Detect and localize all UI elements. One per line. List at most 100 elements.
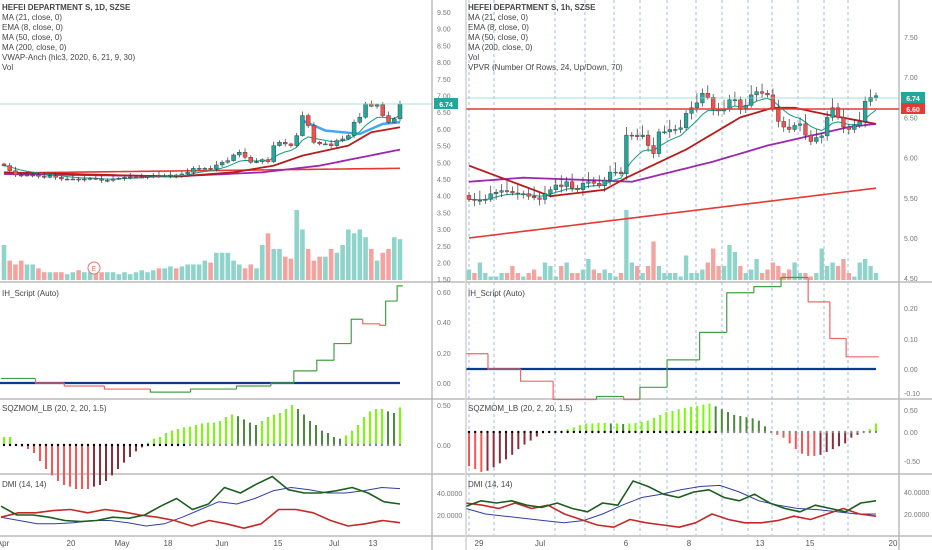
right-ih-tick: 0.00 <box>904 367 918 374</box>
left-squeeze-dot <box>74 443 78 447</box>
right-dmi-tick: 40.0000 <box>904 490 929 497</box>
left-squeeze-dot <box>86 443 90 447</box>
right-squeeze-dot <box>510 430 514 434</box>
left-candle <box>208 168 213 170</box>
right-legend-item: MA (50, close, 0) <box>468 33 528 42</box>
left-candle <box>105 180 110 182</box>
left-squeeze-dot <box>98 443 102 447</box>
left-volume-bar <box>214 252 219 280</box>
right-ih-step <box>726 292 754 333</box>
right-volume-bar <box>787 269 792 280</box>
left-candle <box>145 176 150 178</box>
earnings-marker-icon[interactable] <box>87 261 101 275</box>
right-candle <box>683 113 689 129</box>
left-candle <box>288 143 294 146</box>
right-candle <box>754 91 759 96</box>
left-candle <box>133 176 139 179</box>
left-candle <box>122 177 127 179</box>
right-candle <box>575 187 580 190</box>
left-last-price-label: 6.74 <box>439 102 453 109</box>
left-squeeze-dot <box>284 443 288 447</box>
left-candle <box>300 115 305 136</box>
left-squeeze-dot <box>92 443 96 447</box>
left-volume-bar <box>265 233 271 280</box>
right-sqz-tick: 0.50 <box>904 408 918 415</box>
left-ih-step <box>333 342 352 361</box>
right-volume-bar <box>640 273 645 280</box>
left-candle <box>294 135 299 146</box>
right-candle <box>678 127 683 130</box>
right-price-tick: 6.50 <box>904 115 918 122</box>
left-candle <box>380 104 385 116</box>
left-price-tick: 8.50 <box>437 43 451 50</box>
right-volume-bar <box>830 262 835 280</box>
left-candle <box>53 175 58 178</box>
right-volume-bar <box>673 273 678 280</box>
right-candle <box>542 193 548 200</box>
left-date-label: Jun <box>216 539 229 548</box>
right-squeeze-dot <box>794 430 798 434</box>
right-candle <box>559 184 564 187</box>
right-squeeze-dot <box>843 430 847 434</box>
left-volume-bar <box>41 272 47 280</box>
earnings-marker-label: E <box>92 266 97 273</box>
right-squeeze-dot <box>763 430 767 434</box>
left-volume-bar <box>254 268 259 280</box>
right-date-label: 13 <box>756 539 765 548</box>
right-last-price-label: 6.74 <box>906 96 920 103</box>
right-volume-bar <box>711 248 716 280</box>
right-candle <box>591 181 596 184</box>
right-squeeze-dot <box>782 430 785 434</box>
right-candle <box>499 190 504 193</box>
left-ih-step <box>270 382 294 387</box>
left-squeeze-dot <box>356 443 360 447</box>
right-squeeze-dot <box>776 430 779 434</box>
right-candle <box>749 94 754 106</box>
right-squeeze-dot <box>486 430 489 434</box>
right-ih-step <box>829 301 847 340</box>
right-volume-bar <box>493 276 499 280</box>
left-squeeze-dot <box>38 443 42 447</box>
right-legend-item: MA (21, close, 0) <box>468 13 528 22</box>
left-price-tick: 2.50 <box>437 244 451 251</box>
left-volume-bar <box>351 233 357 280</box>
left-squeeze-dot <box>398 443 402 447</box>
left-ih-step <box>316 359 334 371</box>
right-ih-step <box>639 386 668 400</box>
left-squeeze-dot <box>272 443 276 447</box>
left-candle <box>392 118 397 123</box>
left-candle <box>277 142 282 146</box>
right-volume-bar <box>477 262 483 280</box>
left-candle <box>179 173 185 177</box>
left-squeeze-dot <box>224 443 228 447</box>
right-candle <box>732 99 738 101</box>
left-dmi-minus-line <box>0 508 401 530</box>
left-volume-bar <box>59 272 64 280</box>
left-candle <box>305 115 311 126</box>
left-volume-bar <box>225 252 231 280</box>
right-candle <box>553 184 558 190</box>
right-candle <box>472 199 477 201</box>
left-candle <box>202 168 208 170</box>
left-squeeze-dot <box>242 443 246 447</box>
left-squeeze-dot <box>302 443 306 447</box>
right-volume-bar <box>553 276 558 280</box>
left-volume-bar <box>357 229 363 280</box>
right-squeeze-dot <box>788 430 791 434</box>
right-candle <box>863 101 868 122</box>
left-squeeze-dot <box>146 443 150 447</box>
right-candle <box>792 125 797 130</box>
left-price-tick: 7.50 <box>437 77 451 84</box>
left-volume-bar <box>105 272 110 280</box>
right-squeeze-dot <box>665 430 668 434</box>
right-squeeze-dot <box>874 430 878 434</box>
left-candle <box>346 135 351 140</box>
right-candle <box>873 95 879 98</box>
left-candle <box>151 175 156 177</box>
right-candle <box>532 195 537 199</box>
left-squeeze-dot <box>254 443 258 447</box>
left-volume-bar <box>323 256 328 280</box>
left-volume-bar <box>340 245 345 280</box>
left-ih-step <box>350 318 363 344</box>
